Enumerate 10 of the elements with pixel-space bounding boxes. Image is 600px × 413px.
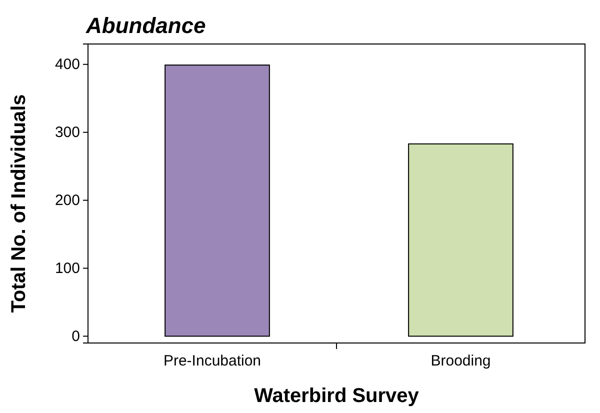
x-tick-label: Brooding xyxy=(430,352,491,370)
y-tick-label: 400 xyxy=(54,56,80,74)
y-tick-label: 100 xyxy=(54,260,80,278)
chart-title: Abundance xyxy=(85,13,206,38)
y-tick-label: 300 xyxy=(54,124,80,142)
y-tick-label: 200 xyxy=(54,192,80,210)
y-axis-title: Total No. of Individuals xyxy=(8,94,30,313)
x-axis-title: Waterbird Survey xyxy=(254,385,420,407)
y-tick-label: 0 xyxy=(72,328,80,346)
x-tick-label: Pre-Incubation xyxy=(163,352,262,370)
